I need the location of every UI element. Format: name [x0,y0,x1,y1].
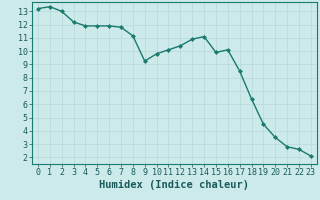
X-axis label: Humidex (Indice chaleur): Humidex (Indice chaleur) [100,180,249,190]
